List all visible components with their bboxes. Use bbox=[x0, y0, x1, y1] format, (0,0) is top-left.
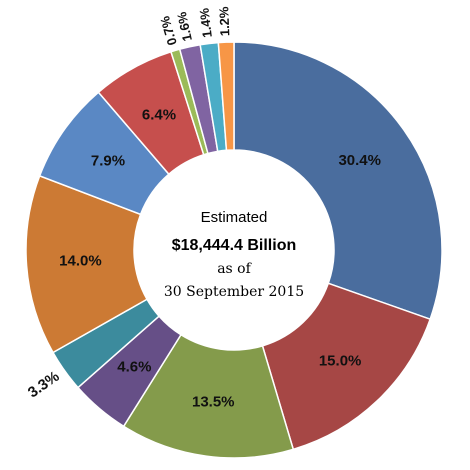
slice-labels: 30.4%15.0%13.5%4.6%3.3%14.0%7.9%6.4%0.7%… bbox=[25, 6, 381, 411]
center-as-of-label: as of bbox=[217, 261, 252, 277]
slice-label-7: 7.9% bbox=[91, 152, 125, 169]
donut-slices bbox=[25, 41, 443, 459]
center-estimated-label: Estimated bbox=[201, 209, 268, 226]
center-total-value: $18,444.4 Billion bbox=[172, 237, 297, 254]
slice-label-3: 13.5% bbox=[192, 394, 235, 411]
donut-hole bbox=[134, 150, 334, 350]
slice-label-4: 4.6% bbox=[117, 358, 151, 375]
slice-label-6: 14.0% bbox=[59, 253, 102, 270]
slice-label-5: 3.3% bbox=[25, 368, 63, 402]
center-date-label: 30 September 2015 bbox=[164, 284, 304, 300]
slice-label-1: 30.4% bbox=[338, 152, 381, 169]
slice-label-10: 1.6% bbox=[174, 10, 195, 43]
slice-label-11: 1.4% bbox=[196, 7, 214, 39]
slice-label-2: 15.0% bbox=[319, 353, 362, 370]
slice-label-8: 6.4% bbox=[142, 106, 176, 123]
slice-label-12: 1.2% bbox=[216, 6, 232, 37]
